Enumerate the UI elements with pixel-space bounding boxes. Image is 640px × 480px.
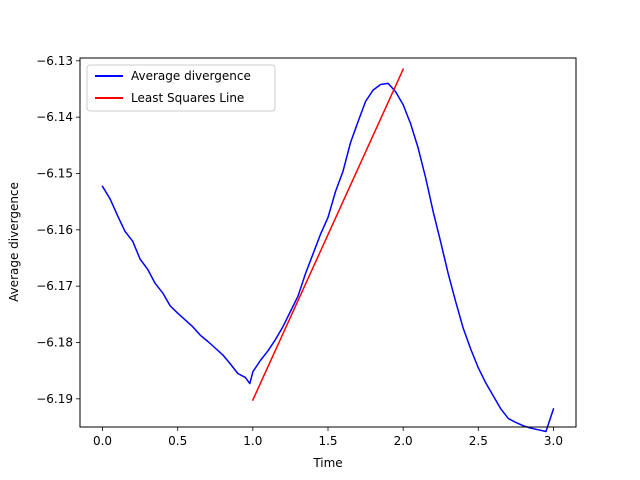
x-tick-label: 3.0 <box>544 434 563 448</box>
y-tick-label: −6.14 <box>36 110 73 124</box>
y-tick-label: −6.15 <box>36 166 73 180</box>
legend-box <box>86 64 276 112</box>
legend-label-least-squares-line: Least Squares Line <box>131 91 244 105</box>
legend-label-average-divergence: Average divergence <box>131 69 251 83</box>
y-tick-label: −6.19 <box>36 392 73 406</box>
y-tick-label: −6.16 <box>36 223 73 237</box>
series-layer <box>101 68 555 433</box>
x-tick-label: 2.5 <box>469 434 488 448</box>
y-tick-label: −6.17 <box>36 279 73 293</box>
x-tick-label: 2.0 <box>394 434 413 448</box>
x-tick-label: 1.0 <box>243 434 262 448</box>
series-line-least-squares <box>251 68 405 401</box>
y-axis-label: Average divergence <box>7 182 21 302</box>
series-line-average-divergence <box>101 82 555 433</box>
x-axis-label: Time <box>312 456 342 470</box>
x-tick-label: 0.5 <box>168 434 187 448</box>
x-axis: 0.0 0.5 1.0 1.5 2.0 2.5 3.0 <box>93 427 563 448</box>
plot-area <box>80 58 576 427</box>
legend: Average divergence Least Squares Line <box>86 64 276 112</box>
x-tick-label: 0.0 <box>93 434 112 448</box>
x-tick-label: 1.5 <box>318 434 337 448</box>
y-tick-label: −6.18 <box>36 335 73 349</box>
y-tick-label: −6.13 <box>36 54 73 68</box>
axes-background <box>80 58 576 427</box>
y-axis: −6.19 −6.18 −6.17 −6.16 −6.15 −6.14 −6.13 <box>36 54 80 406</box>
